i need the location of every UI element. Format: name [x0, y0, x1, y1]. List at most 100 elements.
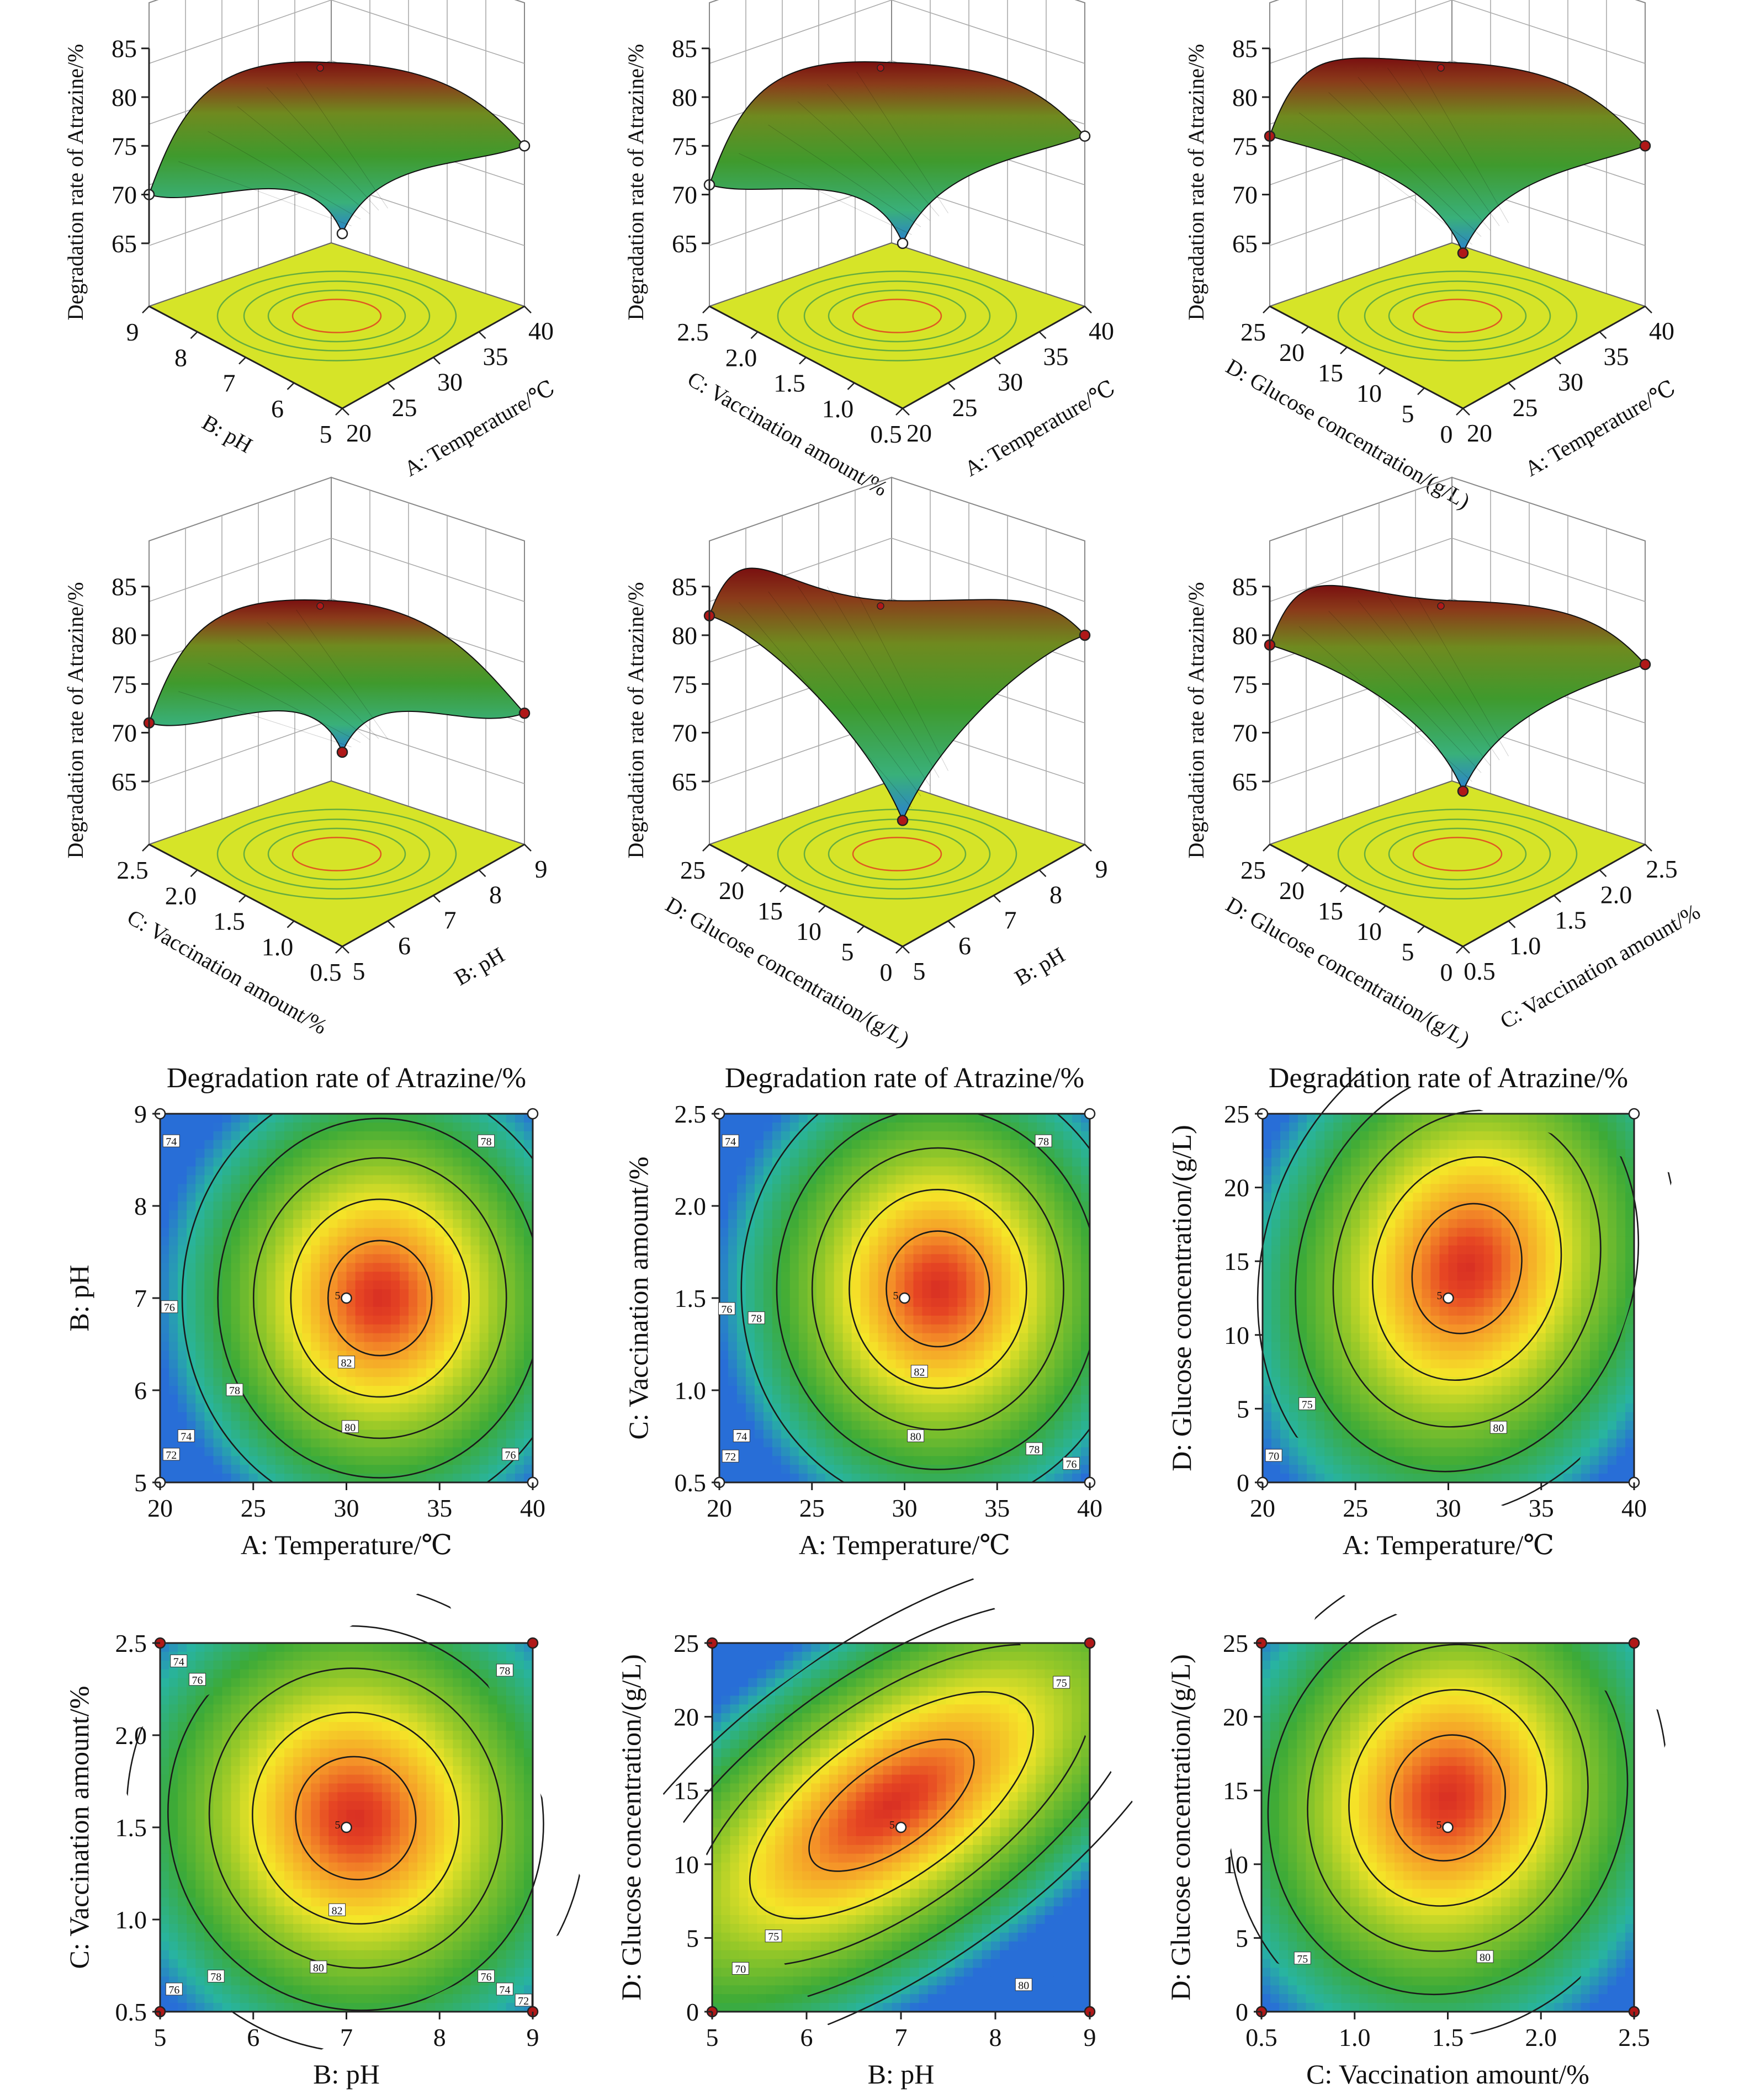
- heat-cell: [160, 1245, 169, 1255]
- heat-cell: [922, 1394, 932, 1404]
- contour-label: 76: [164, 1302, 175, 1314]
- heat-cell: [381, 1272, 391, 1281]
- heat-cell: [1483, 1184, 1493, 1193]
- heat-cell: [1625, 1201, 1635, 1211]
- heat-cell: [453, 1333, 463, 1343]
- x-axis-label: A: Temperature/℃: [400, 375, 559, 481]
- heat-cell: [169, 1474, 178, 1483]
- heat-cell: [204, 1280, 214, 1290]
- heat-cell: [213, 1333, 223, 1343]
- heat-cell: [816, 1114, 826, 1123]
- heat-cell: [895, 1456, 905, 1465]
- heat-cell: [860, 1377, 870, 1386]
- heat-cell: [869, 1280, 879, 1290]
- heat-cell: [1413, 1280, 1423, 1290]
- heat-cell: [772, 1474, 782, 1483]
- x-tick: [433, 895, 441, 903]
- heat-cell: [1072, 1201, 1081, 1211]
- heat-cell: [895, 1474, 905, 1483]
- heat-cell: [1528, 1298, 1537, 1307]
- heat-cell: [913, 1386, 923, 1395]
- heat-cell: [257, 1465, 267, 1474]
- heat-cell: [966, 1201, 976, 1211]
- heat-cell: [523, 1298, 533, 1307]
- heat-cell: [728, 1315, 738, 1325]
- heat-cell: [1063, 1289, 1073, 1299]
- heat-cell: [1581, 1289, 1590, 1299]
- heat-cell: [515, 1421, 524, 1431]
- heat-cell: [1607, 1280, 1617, 1290]
- heat-cell: [1607, 1272, 1617, 1281]
- heat-cell: [302, 1377, 312, 1386]
- heat-cell: [984, 1227, 994, 1237]
- heat-cell: [931, 1175, 941, 1185]
- heat-cell: [444, 1377, 454, 1386]
- x-tick-label: 25: [799, 1494, 825, 1522]
- heat-cell: [1271, 1131, 1281, 1141]
- heat-cell: [1483, 1166, 1493, 1176]
- heat-cell: [1563, 1149, 1573, 1158]
- heat-cell: [1072, 1386, 1081, 1395]
- heat-cell: [160, 1289, 169, 1299]
- heat-cell: [948, 1386, 958, 1395]
- heat-cell: [728, 1474, 738, 1483]
- heat-cell: [462, 1333, 471, 1343]
- heat-cell: [257, 1219, 267, 1229]
- heat-cell: [381, 1324, 391, 1334]
- heat-cell: [1572, 1245, 1582, 1255]
- heat-cell: [311, 1394, 321, 1404]
- heat-cell: [975, 1272, 985, 1281]
- heat-cell: [993, 1298, 1003, 1307]
- heat-cell: [957, 1166, 967, 1176]
- heat-cell: [470, 1421, 480, 1431]
- heat-cell: [240, 1289, 250, 1299]
- heat-cell: [975, 1447, 985, 1457]
- heat-cell: [284, 1403, 294, 1413]
- heat-cell: [816, 1166, 826, 1176]
- heat-cell: [488, 1438, 498, 1448]
- x-tick-label: 40: [520, 1494, 545, 1522]
- heat-cell: [187, 1456, 197, 1465]
- heat-cell: [728, 1254, 738, 1264]
- heat-cell: [213, 1114, 223, 1123]
- heat-cell: [231, 1412, 241, 1422]
- heat-cell: [399, 1315, 409, 1325]
- heat-cell: [195, 1429, 205, 1439]
- heat-cell: [1028, 1166, 1037, 1176]
- heat-cell: [302, 1157, 312, 1167]
- heat-cell: [993, 1368, 1003, 1378]
- heat-cell: [993, 1272, 1003, 1281]
- heat-cell: [1430, 1184, 1440, 1193]
- heat-cell: [293, 1227, 303, 1237]
- heat-cell: [497, 1236, 507, 1246]
- heat-cell: [975, 1429, 985, 1439]
- heat-cell: [966, 1333, 976, 1343]
- heat-cell: [975, 1114, 985, 1123]
- heat-cell: [169, 1227, 178, 1237]
- heat-cell: [293, 1456, 303, 1465]
- heat-cell: [1028, 1280, 1037, 1290]
- heat-cell: [302, 1245, 312, 1255]
- heat-cell: [789, 1184, 799, 1193]
- heat-cell: [798, 1175, 808, 1185]
- heat-cell: [736, 1227, 746, 1237]
- heat-cell: [993, 1131, 1003, 1141]
- heat-cell: [355, 1456, 365, 1465]
- heat-cell: [1037, 1193, 1046, 1202]
- heat-cell: [1430, 1263, 1440, 1273]
- heat-cell: [975, 1324, 985, 1334]
- heat-cell: [1625, 1245, 1635, 1255]
- heat-cell: [948, 1474, 958, 1483]
- heat-cell: [887, 1236, 897, 1246]
- heat-cell: [195, 1131, 205, 1141]
- heat-cell: [922, 1131, 932, 1141]
- heat-cell: [948, 1377, 958, 1386]
- heat-cell: [1377, 1157, 1387, 1167]
- heat-cell: [816, 1386, 826, 1395]
- x-tick-label: 25: [392, 394, 417, 422]
- heat-cell: [1360, 1219, 1370, 1229]
- heat-cell: [789, 1157, 799, 1167]
- heat-cell: [1457, 1227, 1467, 1237]
- heat-cell: [435, 1263, 445, 1273]
- heat-cell: [1063, 1342, 1073, 1352]
